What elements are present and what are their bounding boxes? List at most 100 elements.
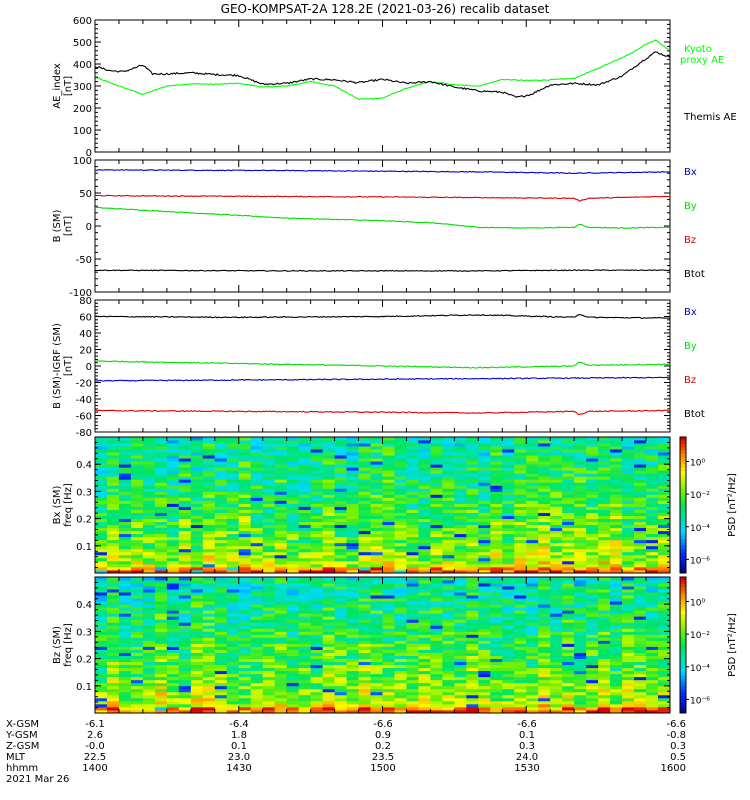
specbz-cell — [190, 643, 204, 647]
specbx-cell — [658, 521, 671, 526]
specbz-cell — [646, 652, 659, 656]
specbz-cell — [526, 589, 539, 593]
specbz-cell — [298, 646, 312, 650]
specbz-cell — [538, 673, 551, 678]
specbz-cell — [478, 661, 491, 666]
specbz-cell — [274, 673, 288, 678]
specbz-cell — [442, 598, 455, 602]
specbx-cell — [406, 458, 419, 462]
specbx-cell — [286, 497, 300, 501]
specbx-cell — [598, 530, 611, 535]
specbx-cell — [95, 542, 108, 547]
specbz-cell — [418, 643, 431, 647]
specbz-cell — [634, 577, 647, 581]
specbx-cell — [250, 452, 264, 456]
specbx-cell — [346, 440, 359, 444]
specbz-cell — [442, 595, 455, 599]
specbx-cell — [226, 446, 240, 450]
specbx-cell — [610, 464, 623, 468]
specbx-cell — [646, 545, 659, 550]
specbz-cell — [610, 613, 623, 617]
specbz-cell — [418, 622, 431, 626]
specbz-cell — [358, 652, 371, 656]
specbx-cell — [142, 470, 156, 474]
specbz-cell — [442, 673, 455, 678]
specbx-cell — [262, 461, 276, 465]
specbx-cell — [310, 503, 324, 507]
specbx-colorbar-cell — [680, 545, 686, 550]
specbz-cell — [298, 598, 312, 602]
specbx-cell — [334, 458, 347, 462]
specbz-cell — [442, 676, 455, 681]
specbx-cell — [418, 530, 431, 535]
specbz-cell — [178, 685, 192, 690]
bigrf-ylabel-line: B (SM)-IGRF (SM) — [52, 323, 63, 409]
specbz-cell — [406, 646, 419, 650]
specbx-cell — [574, 497, 587, 501]
specbz-cell — [130, 592, 144, 596]
specbx-cell — [322, 545, 335, 550]
specbx-cell — [358, 566, 371, 571]
specbz-cell — [430, 667, 443, 672]
specbx-cell — [190, 527, 204, 532]
specbx-cell — [550, 566, 563, 571]
bsm-label-by: By — [684, 201, 697, 212]
specbz-cell — [106, 709, 120, 714]
specbz-cell — [286, 637, 300, 641]
specbx-cell — [334, 545, 347, 550]
specbx-cell — [118, 530, 132, 535]
specbx-cell — [610, 512, 623, 516]
specbx-cell — [166, 545, 180, 550]
specbz-cell — [526, 625, 539, 629]
specbx-cell — [358, 476, 371, 480]
specbx-cell — [382, 509, 395, 513]
specbx-cell — [502, 545, 515, 550]
specbx-cell — [490, 545, 503, 550]
specbz-cell — [490, 682, 503, 687]
specbz-cell — [466, 598, 479, 602]
specbx-cell — [106, 503, 120, 507]
specbz-cell — [238, 631, 252, 635]
specbx-cell — [95, 515, 108, 519]
specbz-cell — [634, 682, 647, 687]
specbz-cell — [574, 664, 587, 669]
specbx-cell — [154, 521, 168, 526]
specbz-cell — [610, 688, 623, 693]
specbx-cell — [550, 458, 563, 462]
specbz-cell — [154, 583, 168, 587]
specbz-cell — [514, 646, 527, 650]
specbx-cell — [562, 476, 575, 480]
specbz-cell — [106, 679, 120, 684]
specbz-cell — [658, 619, 671, 623]
specbx-cell — [658, 566, 671, 571]
specbx-cell — [118, 500, 132, 504]
specbz-cell — [118, 643, 132, 647]
specbx-cell — [382, 482, 395, 486]
specbz-cell — [286, 667, 300, 672]
specbz-cell — [454, 682, 467, 687]
specbx-cell — [586, 533, 599, 538]
specbx-cell — [130, 491, 144, 495]
specbz-cell — [634, 679, 647, 684]
specbz-cell — [322, 616, 335, 620]
specbx-cell — [514, 506, 527, 510]
specbz-cell — [634, 673, 647, 678]
specbx-cell — [490, 515, 503, 519]
specbz-cell — [118, 586, 132, 590]
specbx-cell — [334, 521, 347, 526]
specbz-cell — [646, 628, 659, 632]
specbx-cell — [95, 464, 108, 468]
specbz-cell — [646, 694, 659, 699]
specbz-cell — [490, 649, 503, 653]
specbx-cell — [598, 458, 611, 462]
specbz-cell — [430, 601, 443, 605]
specbz-cell — [442, 619, 455, 623]
specbz-cell — [238, 643, 252, 647]
specbz-cell — [526, 682, 539, 687]
specbz-cell — [598, 685, 611, 690]
specbz-cell — [418, 607, 431, 611]
specbx-colorbar-cell — [680, 559, 686, 564]
specbz-cell — [478, 655, 491, 659]
specbx-cell — [142, 569, 156, 574]
specbz-cell — [262, 631, 276, 635]
